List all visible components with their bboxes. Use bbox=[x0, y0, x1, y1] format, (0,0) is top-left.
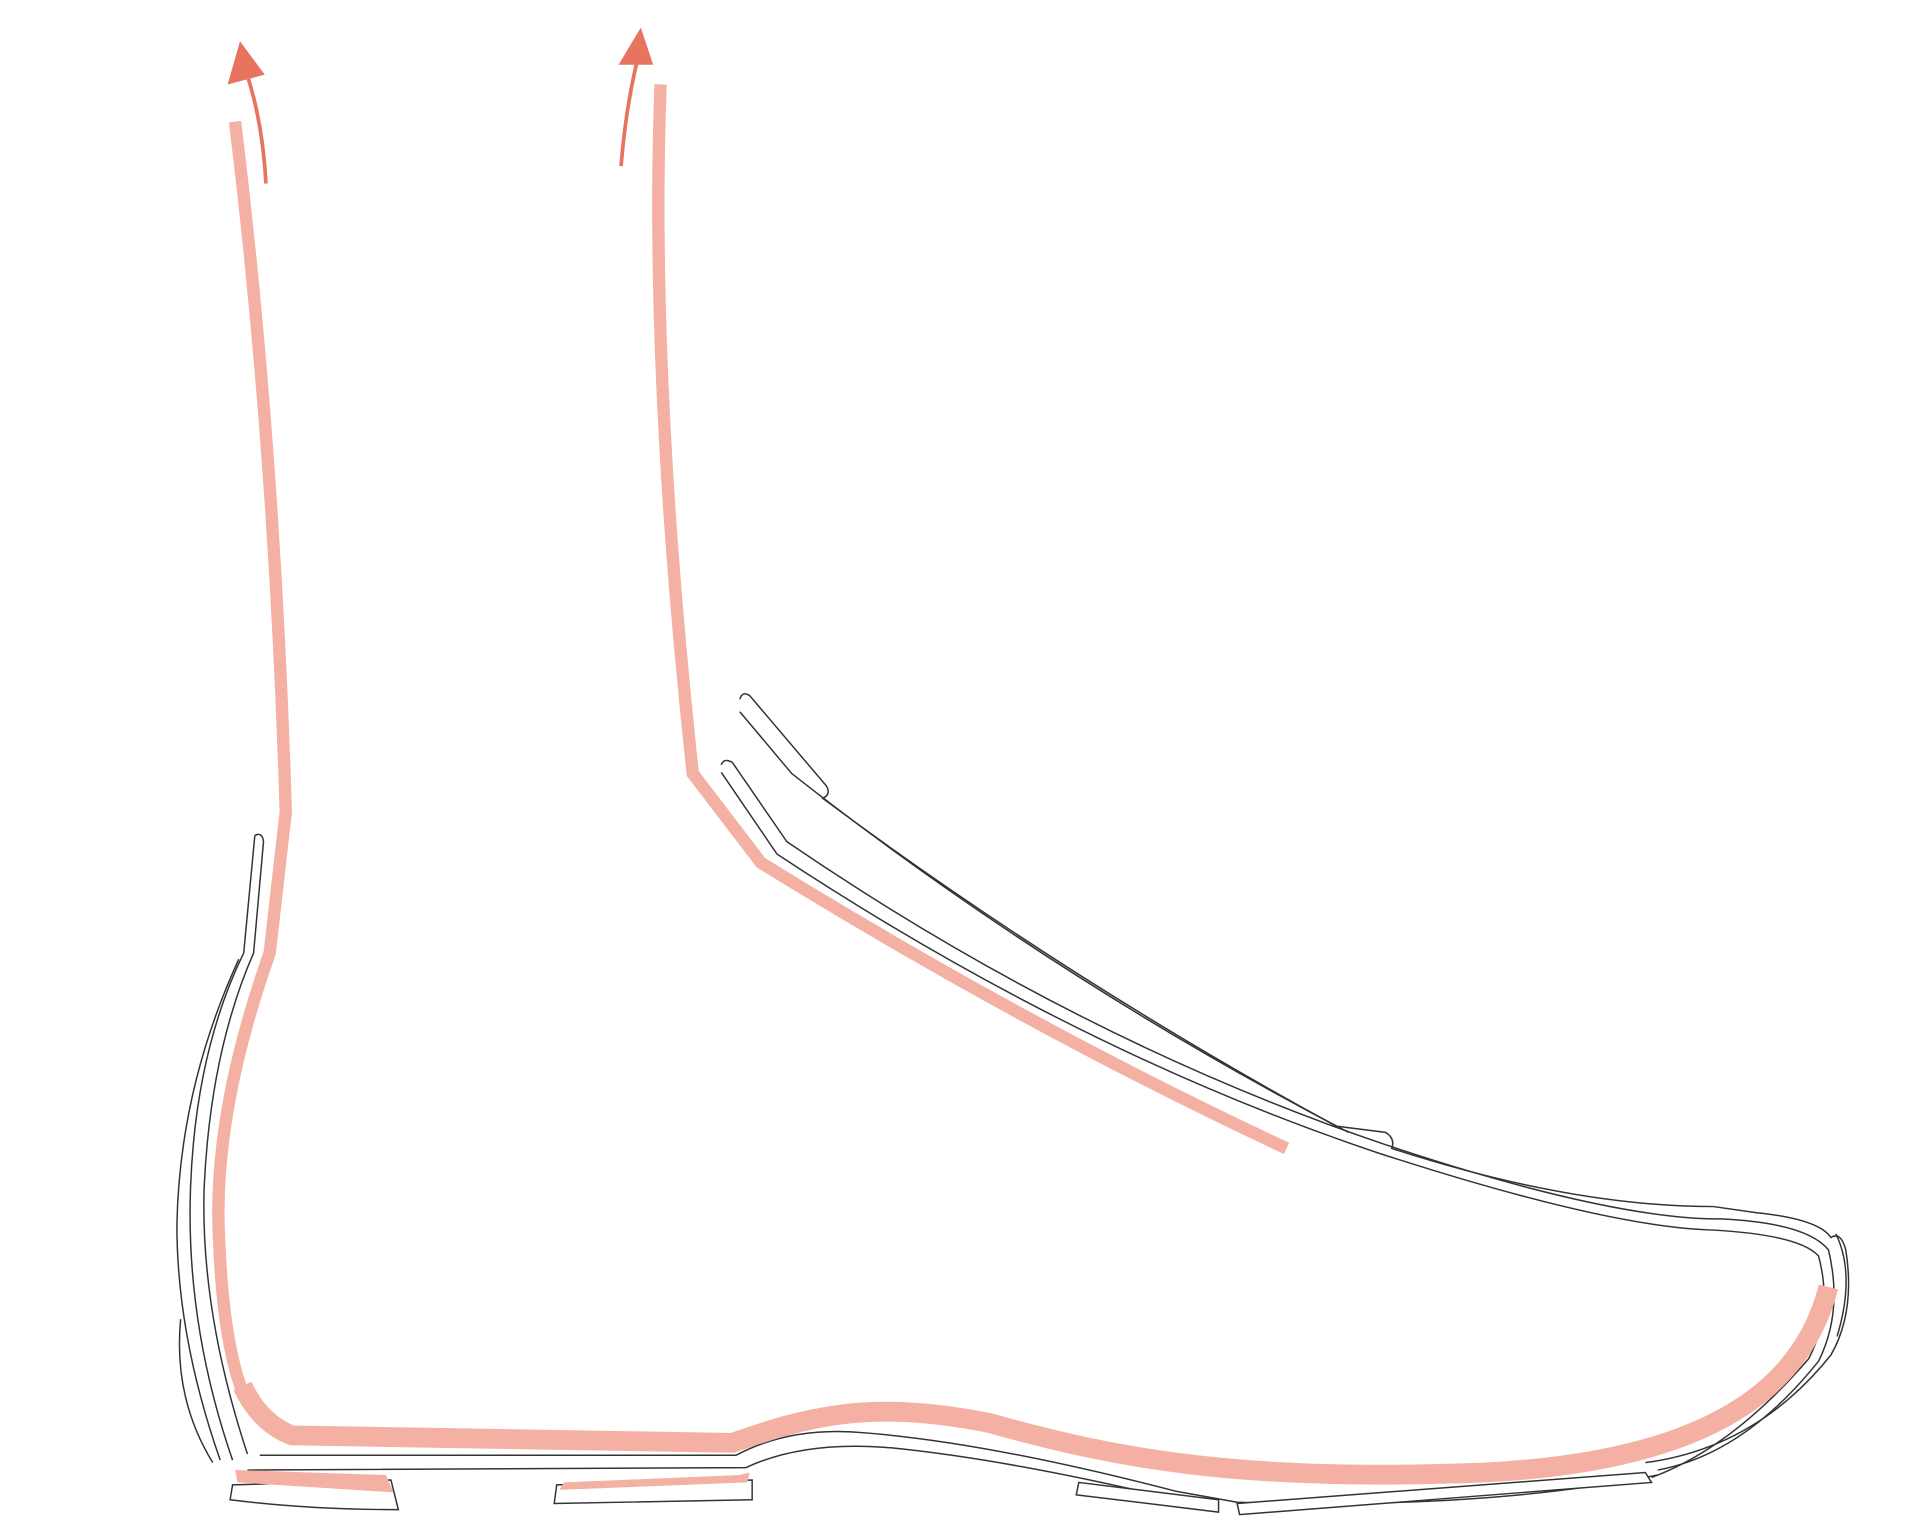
lining-back bbox=[212, 120, 292, 1391]
lining-front bbox=[652, 84, 1290, 1155]
arrow-left bbox=[243, 67, 268, 184]
tongue-inner bbox=[739, 711, 1349, 1133]
heel-layer-3 bbox=[176, 958, 240, 1461]
lining bbox=[212, 84, 1839, 1493]
arch-tread bbox=[1075, 1481, 1220, 1513]
heel-layer-1 bbox=[203, 833, 265, 1455]
arrow-right bbox=[619, 55, 641, 167]
toe-cap bbox=[1835, 1233, 1847, 1337]
sole-line-1 bbox=[259, 1430, 1658, 1505]
toe-tread bbox=[1236, 1471, 1653, 1516]
vamp-layer-2 bbox=[720, 771, 1825, 1479]
heel-layer-2 bbox=[189, 835, 256, 1461]
mid-insert bbox=[559, 1472, 750, 1490]
lining-footbed bbox=[233, 1284, 1839, 1485]
sole-line-2 bbox=[247, 1445, 1188, 1503]
arrow-head-right bbox=[618, 27, 654, 65]
vamp-layer-1 bbox=[720, 759, 1835, 1471]
heel-counter bbox=[178, 1319, 214, 1464]
heel-insert bbox=[235, 1470, 394, 1493]
arrow-head-left bbox=[227, 41, 265, 85]
airflow-arrows bbox=[227, 27, 654, 184]
